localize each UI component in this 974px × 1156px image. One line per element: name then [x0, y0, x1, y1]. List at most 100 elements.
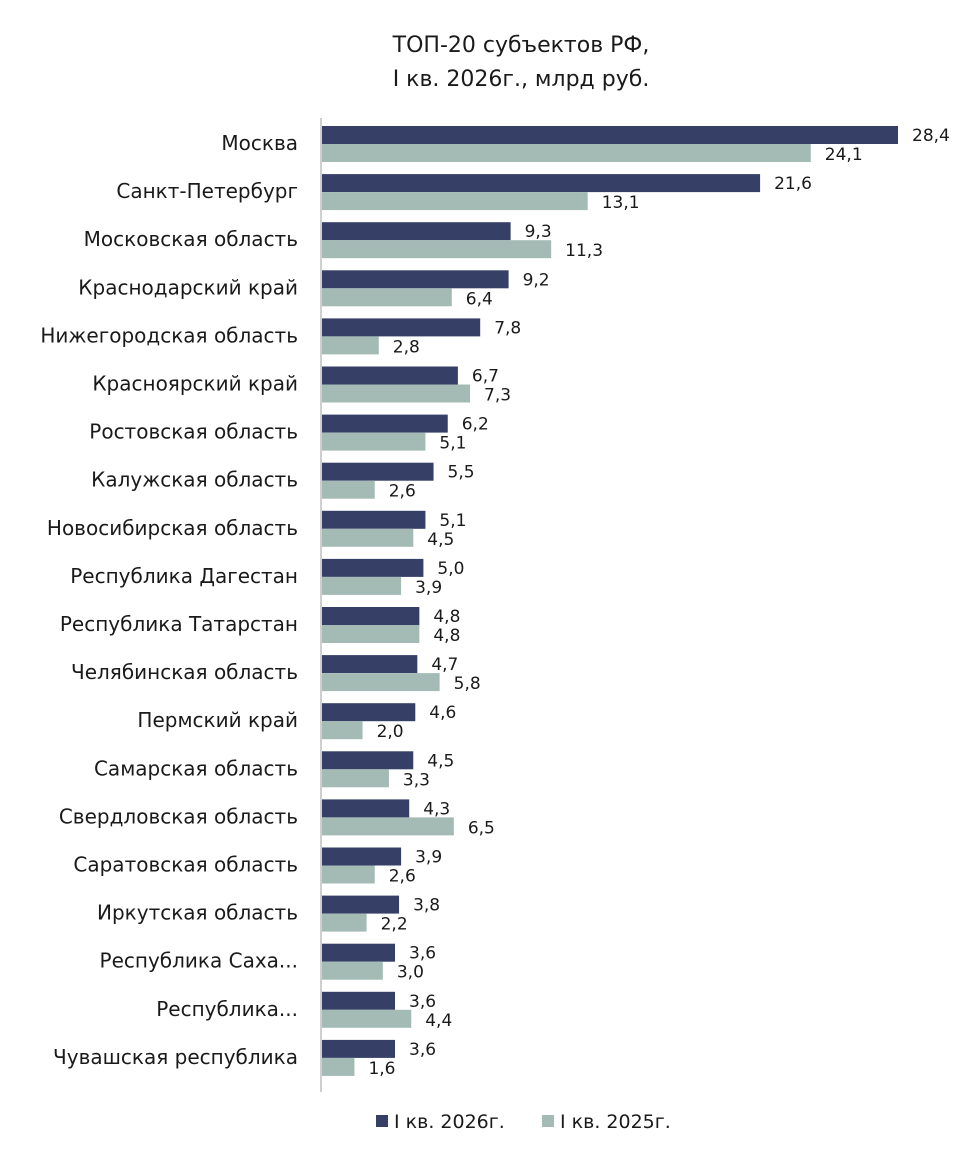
category-labels: Москва Санкт-Петербург Московская область К… [40, 131, 298, 1069]
category-label: Новосибирская область [47, 516, 298, 540]
value-label-2025: 6,5 [468, 818, 495, 838]
value-label-2025: 3,3 [403, 770, 430, 790]
bar-2026 [322, 222, 511, 241]
bar-2026 [322, 751, 414, 770]
category-label: Краснодарский край [78, 275, 298, 299]
value-label-2026: 3,8 [413, 896, 440, 916]
value-label-2025: 4,5 [427, 530, 454, 550]
value-label-2025: 3,9 [415, 578, 442, 598]
bar-2025 [322, 480, 375, 499]
bar-2025 [322, 625, 420, 643]
category-label: Самарская область [94, 756, 298, 780]
value-label-2025: 5,8 [454, 674, 481, 694]
bar-2026 [322, 462, 434, 481]
chart-title-line-1: ТОП-20 субъектов РФ, [392, 33, 650, 58]
legend-item-2026: I кв. 2026г. [376, 1111, 505, 1133]
value-labels: 28,4 24,1 21,6 13,1 9,3 11,3 9,2 6,47,8 2,8 6,77,… [368, 126, 949, 1079]
bar-2025 [322, 144, 811, 162]
value-label-2026: 21,6 [774, 174, 812, 194]
bar-2026 [322, 943, 396, 962]
bar-2025 [322, 384, 471, 403]
category-label: Московская область [84, 227, 298, 251]
category-label: Саратовская область [73, 853, 298, 877]
category-label: Москва [221, 131, 298, 155]
bar-2025 [322, 961, 383, 980]
bar-2026 [322, 607, 420, 625]
category-label: Ростовская область [89, 420, 298, 444]
value-label-2025: 4,4 [425, 1011, 452, 1031]
legend-swatch [376, 1115, 388, 1127]
value-label-2026: 9,3 [525, 222, 552, 242]
legend-label: I кв. 2025г. [560, 1111, 671, 1133]
bar-2025 [322, 865, 375, 884]
bar-2026 [322, 414, 448, 433]
bar-2025 [322, 1009, 412, 1028]
category-label: Пермский край [137, 708, 298, 732]
bar-2026 [322, 510, 426, 529]
legend-item-2025: I кв. 2025г. [542, 1111, 671, 1133]
bar-2025 [322, 817, 454, 836]
bar-2026 [322, 799, 410, 818]
value-label-2026: 3,6 [409, 992, 436, 1012]
category-label: Калужская область [91, 468, 298, 492]
value-label-2026: 9,2 [523, 270, 550, 290]
value-label-2025: 2,2 [381, 915, 408, 935]
value-label-2025: 11,3 [565, 241, 603, 261]
category-label: Иркутская область [97, 901, 298, 925]
category-label: Республика Саха... [100, 949, 298, 973]
category-label: Свердловская область [59, 804, 298, 828]
bar-2025 [322, 576, 402, 595]
value-label-2025: 13,1 [602, 193, 640, 213]
category-label: Республика... [156, 997, 298, 1021]
value-label-2026: 6,7 [472, 367, 499, 387]
category-label: Чувашская республика [53, 1045, 298, 1069]
value-label-2026: 7,8 [494, 318, 521, 338]
bar-2026 [322, 174, 761, 193]
bar-2026 [322, 895, 400, 914]
value-label-2026: 5,1 [439, 511, 466, 531]
value-label-2025: 4,8 [433, 626, 460, 646]
value-label-2026: 3,9 [415, 848, 442, 868]
value-label-2026: 5,0 [437, 559, 464, 579]
bar-2025 [322, 913, 367, 932]
bar-2025 [322, 192, 588, 211]
bar-2026 [322, 655, 418, 674]
value-label-2025: 7,3 [484, 386, 511, 406]
bar-2026 [322, 847, 402, 866]
value-label-2025: 24,1 [825, 145, 863, 165]
chart-title: ТОП-20 субъектов РФ, I кв. 2026г., млрд р… [392, 33, 650, 92]
category-label: Республика Дагестан [70, 564, 298, 588]
value-label-2025: 2,6 [389, 482, 416, 502]
category-label: Нижегородская область [40, 323, 298, 347]
value-label-2026: 3,6 [409, 1040, 436, 1060]
bar-2026 [322, 270, 509, 289]
value-label-2025: 5,1 [439, 434, 466, 454]
value-label-2026: 6,2 [462, 415, 489, 435]
value-label-2025: 1,6 [368, 1059, 395, 1079]
category-label: Республика Татарстан [60, 612, 298, 636]
value-label-2025: 6,4 [466, 289, 493, 309]
bar-2026 [322, 558, 424, 577]
category-label: Челябинская область [71, 660, 298, 684]
legend: I кв. 2026г. I кв. 2025г. [376, 1111, 671, 1133]
value-label-2026: 4,3 [423, 799, 450, 819]
bar-2025 [322, 721, 363, 740]
value-label-2026: 4,8 [433, 607, 460, 627]
value-label-2026: 3,6 [409, 944, 436, 964]
bar-2025 [322, 673, 440, 692]
value-label-2026: 28,4 [912, 126, 950, 146]
bar-2025 [322, 288, 452, 307]
bar-2025 [322, 432, 426, 451]
bar-2026 [322, 126, 898, 144]
value-label-2026: 5,5 [448, 463, 475, 483]
bar-2026 [322, 991, 396, 1010]
value-label-2026: 4,5 [427, 751, 454, 771]
bars [322, 126, 898, 1076]
value-label-2025: 3,0 [397, 963, 424, 983]
bar-2025 [322, 336, 379, 355]
category-label: Санкт-Петербург [116, 179, 298, 203]
bar-2025 [322, 528, 414, 547]
legend-swatch [542, 1115, 554, 1127]
chart-title-line-2: I кв. 2026г., млрд руб. [393, 67, 650, 92]
